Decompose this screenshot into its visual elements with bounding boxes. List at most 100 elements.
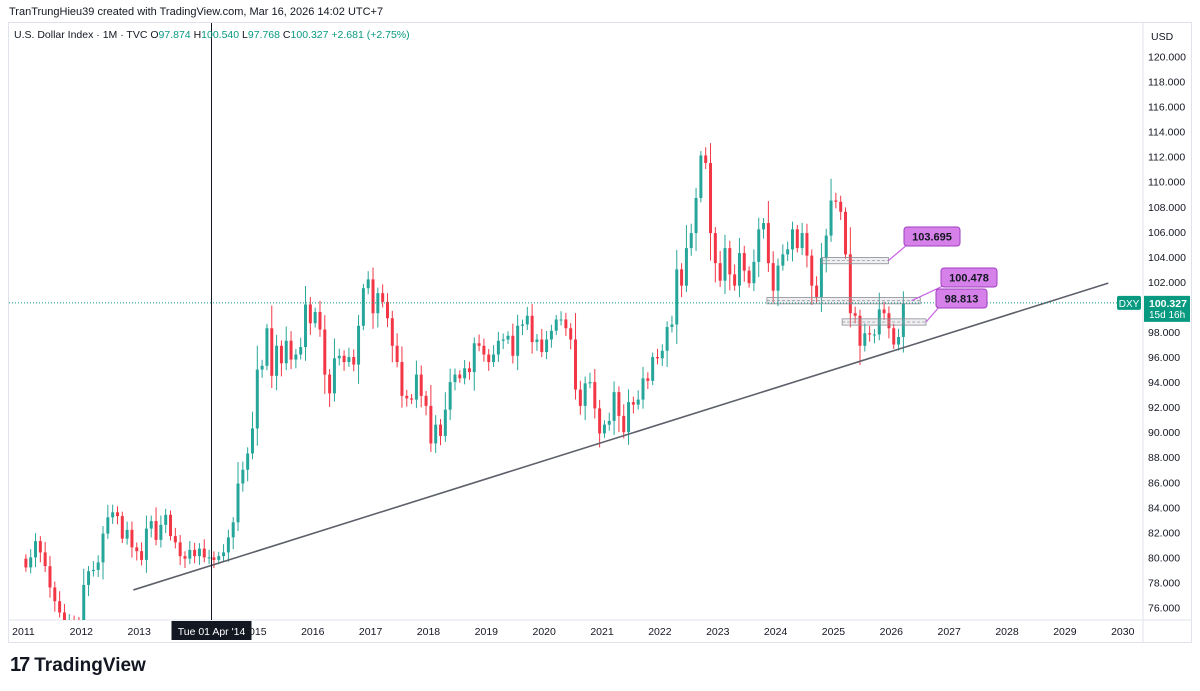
x-tick-label: 2028 <box>995 626 1019 638</box>
candle-body <box>207 557 211 559</box>
candle <box>559 311 563 326</box>
callout-box <box>935 288 988 309</box>
support-trendline <box>133 282 1109 591</box>
candle-body <box>882 309 886 314</box>
chart-title: U.S. Dollar Index · 1M · TVC <box>14 29 150 41</box>
candle <box>193 542 197 564</box>
candle <box>337 348 341 366</box>
y-tick-label: 116.000 <box>1148 102 1185 114</box>
candle-body <box>217 556 221 560</box>
tradingview-mark-icon: 17 <box>10 654 30 676</box>
candle <box>439 419 443 446</box>
candle <box>419 365 423 408</box>
y-tick-label: 118.000 <box>1148 77 1185 89</box>
candle-body <box>357 325 361 365</box>
candle <box>265 323 269 371</box>
candle <box>834 192 838 209</box>
candle <box>757 217 761 278</box>
candle <box>699 151 703 203</box>
candle <box>332 338 336 402</box>
candle-body <box>169 514 173 537</box>
callout-box <box>940 267 998 288</box>
candle <box>111 504 115 524</box>
candle-body <box>352 357 356 365</box>
candle <box>275 334 279 391</box>
candle <box>641 366 645 409</box>
candle-body <box>858 315 862 346</box>
candle-body <box>602 424 606 434</box>
candle <box>400 346 404 408</box>
candle <box>434 415 438 453</box>
candle <box>564 312 568 336</box>
candle <box>91 561 95 577</box>
candle <box>48 555 52 598</box>
candle-body <box>125 529 129 539</box>
candle <box>506 331 510 344</box>
candle <box>554 315 558 336</box>
candle <box>96 555 100 578</box>
candle <box>680 263 684 298</box>
candle-body <box>872 334 876 336</box>
candle <box>810 249 814 305</box>
candle <box>260 359 264 378</box>
candle <box>38 536 42 563</box>
candle-body <box>598 408 602 434</box>
callout-leader <box>911 284 946 302</box>
candle-body <box>366 279 370 289</box>
candle-body <box>193 549 197 557</box>
candle <box>795 224 799 253</box>
candle-body <box>159 524 163 540</box>
callout-label: 98.813 <box>945 294 979 306</box>
candle-body <box>501 339 505 341</box>
candle-body <box>607 420 611 425</box>
candle <box>376 287 380 328</box>
candle <box>115 506 119 525</box>
candle <box>747 266 751 288</box>
candle <box>164 508 168 534</box>
candle <box>863 323 867 352</box>
last-price-text: 100.327 <box>1149 298 1187 310</box>
ohlc-low-value: 97.768 <box>248 29 283 41</box>
candle-body <box>704 155 708 163</box>
last-price-bg <box>1144 295 1190 322</box>
candle <box>771 251 775 303</box>
tradingview-logo[interactable]: 17 TradingView <box>10 654 146 677</box>
candle-body <box>115 512 119 517</box>
candle-body <box>318 311 322 330</box>
y-tick-label: 110.000 <box>1148 177 1185 189</box>
candle <box>872 329 876 344</box>
candle <box>68 613 70 620</box>
candle-body <box>487 354 491 363</box>
candle-body <box>390 318 394 346</box>
candle-body <box>737 253 741 286</box>
y-tick-label: 84.000 <box>1148 502 1180 514</box>
candle-body <box>627 402 631 433</box>
candle <box>73 615 75 620</box>
y-tick-label: 112.000 <box>1148 152 1185 164</box>
x-tick-label: 2018 <box>417 626 441 638</box>
candle-body <box>617 392 621 416</box>
countdown-text: 15d 16h <box>1149 310 1185 321</box>
candle <box>58 591 62 618</box>
y-tick-label: 102.000 <box>1148 277 1186 289</box>
x-tick-label: 2030 <box>1111 626 1135 638</box>
candle <box>670 315 674 333</box>
candle-body <box>419 374 423 396</box>
candle-body <box>91 569 95 572</box>
candle <box>395 333 399 368</box>
candle-body <box>385 301 389 319</box>
y-tick-label: 94.000 <box>1148 377 1180 389</box>
price-callout: 98.813 <box>925 288 988 323</box>
candle-body <box>554 319 558 331</box>
candle-body <box>289 340 293 360</box>
candle <box>62 603 66 620</box>
candle-body <box>795 229 799 249</box>
candle-body <box>53 587 57 602</box>
candle-body <box>641 378 645 400</box>
candle <box>824 228 828 273</box>
candle <box>467 361 471 380</box>
x-tick-label: 2019 <box>475 626 499 638</box>
candle <box>723 234 727 294</box>
